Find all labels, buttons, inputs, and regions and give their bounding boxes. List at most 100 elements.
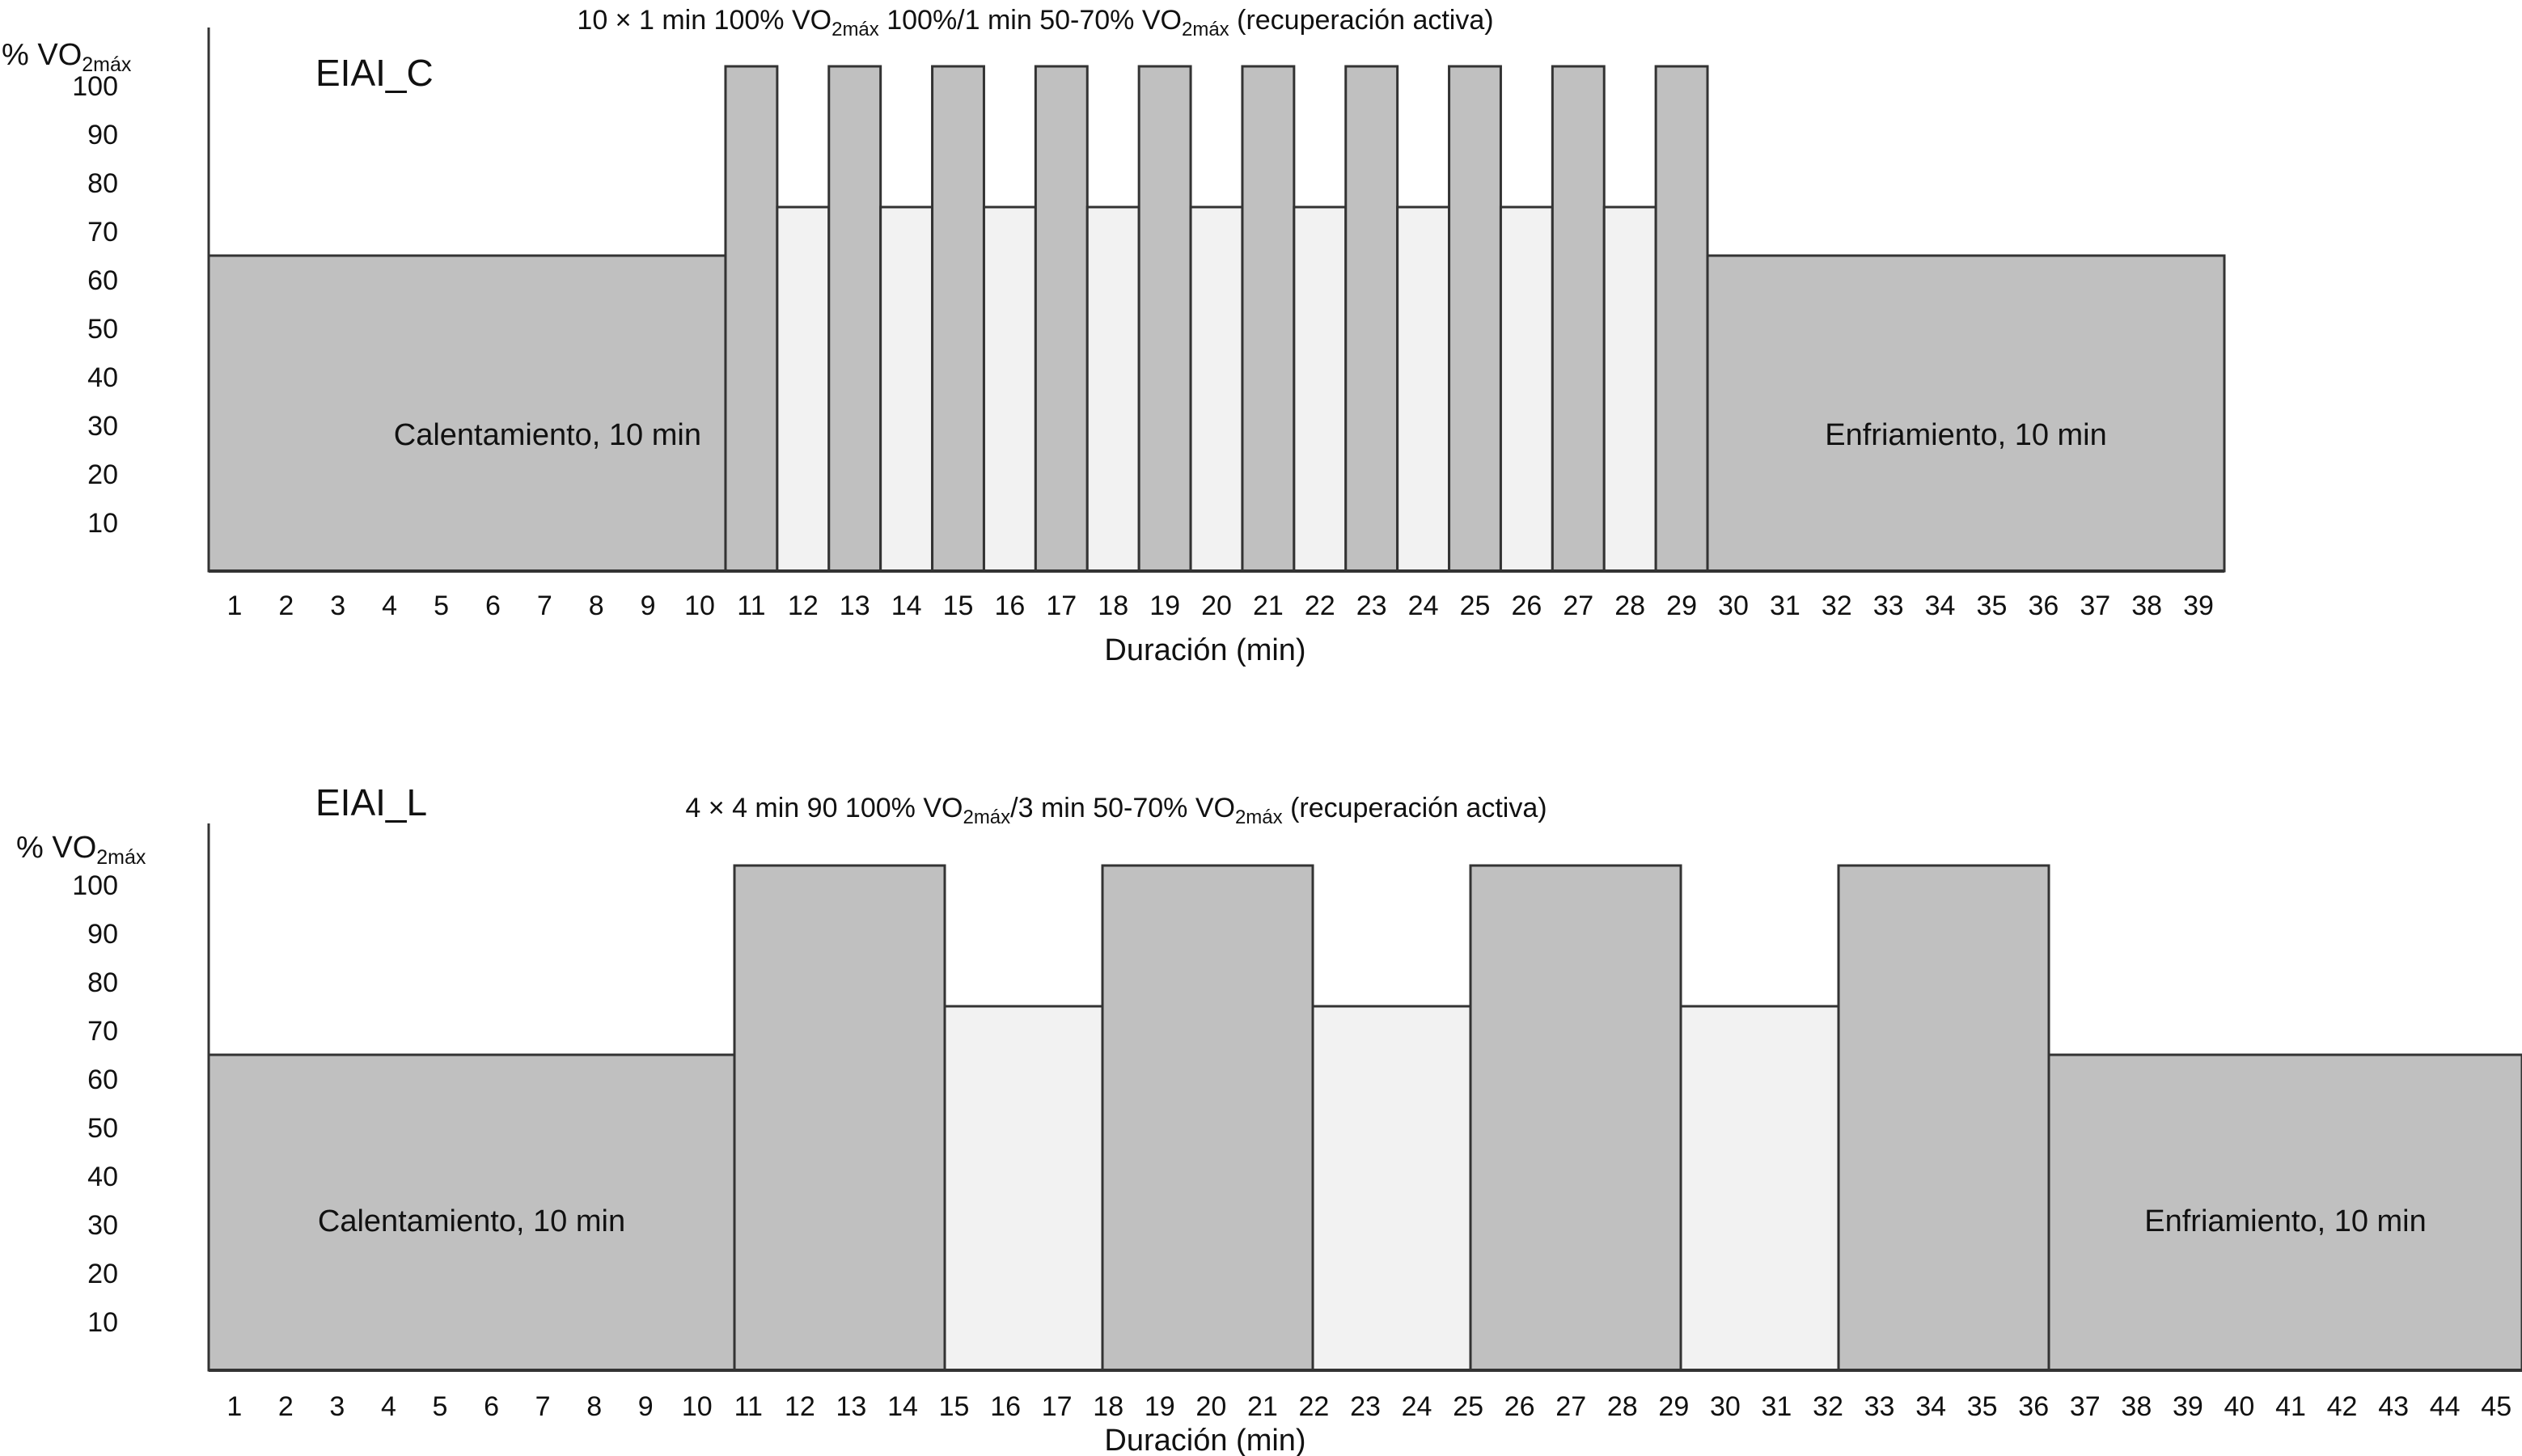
recovery-bar [1085, 205, 1140, 573]
chart-title-part: 2máx [1182, 19, 1229, 40]
x-tick-label: 31 [1770, 590, 1801, 621]
x-tick-label: 29 [1666, 590, 1697, 621]
x-tick-label: 17 [1046, 590, 1077, 621]
y-tick-label: 40 [87, 1162, 118, 1192]
chart-title-part: (recuperación activa) [1229, 5, 1494, 36]
x-tick-label: 6 [485, 590, 501, 621]
x-tick-label: 37 [2080, 590, 2110, 621]
x-tick-label: 30 [1718, 590, 1749, 621]
x-tick-label: 20 [1195, 1391, 1226, 1422]
recovery-bar [776, 205, 831, 573]
y-axis-title: % VO2máx [16, 831, 146, 869]
work-bar [1706, 254, 2226, 573]
x-tick-label: 6 [484, 1391, 499, 1422]
work-bar [1137, 65, 1192, 573]
recovery-bar [1189, 205, 1244, 573]
segment-label: Calentamiento, 10 min [318, 1204, 625, 1238]
recovery-bar [1293, 205, 1348, 573]
x-tick-label: 21 [1253, 590, 1284, 621]
chart-title-part: 100%/1 min 50-70% VO [879, 5, 1182, 36]
x-tick-label: 18 [1093, 1391, 1123, 1422]
x-tick-label: 34 [1925, 590, 1956, 621]
x-tick-label: 33 [1873, 590, 1904, 621]
x-tick-label: 11 [734, 1391, 763, 1422]
chart-title-part: (recuperación activa) [1283, 793, 1547, 823]
y-tick-label: 100 [72, 71, 118, 102]
panel-name: EIAI_L [315, 781, 427, 823]
x-tick-label: 3 [330, 590, 345, 621]
x-tick-label: 12 [785, 1391, 815, 1422]
x-tick-label: 13 [836, 1391, 867, 1422]
y-axis-title-part: % VO [2, 38, 82, 72]
y-tick-label: 30 [87, 411, 118, 442]
segment-label: Calentamiento, 10 min [394, 418, 701, 452]
chart-title-part: 10 × 1 min 100% VO [577, 5, 831, 36]
x-tick-label: 27 [1563, 590, 1593, 621]
work-bar [2047, 1053, 2522, 1372]
x-tick-label: 44 [2430, 1391, 2461, 1422]
x-tick-label: 9 [638, 1391, 654, 1422]
x-tick-label: 19 [1145, 1391, 1175, 1422]
y-axis-title: % VO2máx [2, 38, 132, 76]
chart-title-part: 2máx [831, 19, 879, 40]
x-tick-label: 4 [382, 590, 397, 621]
recovery-bar [982, 205, 1037, 573]
y-tick-label: 20 [87, 1259, 118, 1289]
chart-title: 10 × 1 min 100% VO2máx 100%/1 min 50-70%… [577, 5, 1493, 40]
recovery-bar [879, 205, 934, 573]
x-tick-label: 3 [329, 1391, 345, 1422]
y-tick-label: 20 [87, 459, 118, 490]
work-bar [207, 1053, 736, 1372]
work-bar [1654, 65, 1709, 573]
x-tick-label: 19 [1149, 590, 1180, 621]
x-tick-label: 17 [1042, 1391, 1073, 1422]
segment-label: Enfriamiento, 10 min [1825, 418, 2107, 452]
y-tick-label: 90 [87, 919, 118, 950]
x-tick-label: 30 [1710, 1391, 1741, 1422]
recovery-bar [1602, 205, 1657, 573]
x-tick-label: 28 [1607, 1391, 1638, 1422]
work-bar [724, 65, 779, 573]
x-axis-title: Duración (min) [1104, 633, 1305, 667]
x-tick-label: 31 [1762, 1391, 1792, 1422]
x-tick-label: 15 [939, 1391, 970, 1422]
x-tick-label: 36 [2028, 590, 2059, 621]
x-tick-label: 15 [943, 590, 974, 621]
x-tick-label: 20 [1201, 590, 1232, 621]
x-tick-label: 35 [1977, 590, 2008, 621]
x-tick-label: 1 [226, 590, 242, 621]
x-tick-label: 21 [1247, 1391, 1278, 1422]
work-bar [1241, 65, 1296, 573]
x-tick-label: 14 [891, 590, 922, 621]
chart-svg-eiai-l: Calentamiento, 10 min Enfriamiento, 10 mi… [16, 781, 2522, 1456]
y-tick-label: 60 [87, 265, 118, 296]
x-tick-label: 12 [788, 590, 819, 621]
x-tick-label: 39 [2173, 1391, 2203, 1422]
x-tick-label: 33 [1864, 1391, 1895, 1422]
x-axis-title: Duración (min) [1104, 1424, 1305, 1456]
y-axis-title-part: 2máx [96, 846, 146, 869]
work-bar [827, 65, 882, 573]
y-tick-label: 50 [87, 314, 118, 345]
chart-panel-eiai-l: Calentamiento, 10 min Enfriamiento, 10 mi… [0, 768, 2522, 1456]
x-tick-label: 32 [1813, 1391, 1843, 1422]
x-tick-label: 35 [1967, 1391, 1998, 1422]
x-tick-label: 32 [1822, 590, 1852, 621]
x-tick-label: 2 [278, 1391, 294, 1422]
recovery-bar [1396, 205, 1451, 573]
x-tick-label: 27 [1555, 1391, 1586, 1422]
y-tick-label: 50 [87, 1113, 118, 1144]
x-tick-label: 24 [1408, 590, 1439, 621]
chart-title-part: 2máx [963, 806, 1010, 828]
x-tick-label: 23 [1350, 1391, 1381, 1422]
x-tick-label: 8 [589, 590, 604, 621]
x-tick-label: 42 [2327, 1391, 2358, 1422]
x-tick-label: 7 [537, 590, 552, 621]
work-bar [1551, 65, 1606, 573]
x-tick-label: 10 [682, 1391, 713, 1422]
x-tick-label: 1 [226, 1391, 242, 1422]
x-tick-label: 5 [433, 1391, 448, 1422]
x-tick-label: 45 [2481, 1391, 2511, 1422]
x-tick-label: 43 [2378, 1391, 2409, 1422]
chart-svg-eiai-c: Calentamiento, 10 min Enfriamiento, 10 mi… [2, 5, 2226, 667]
